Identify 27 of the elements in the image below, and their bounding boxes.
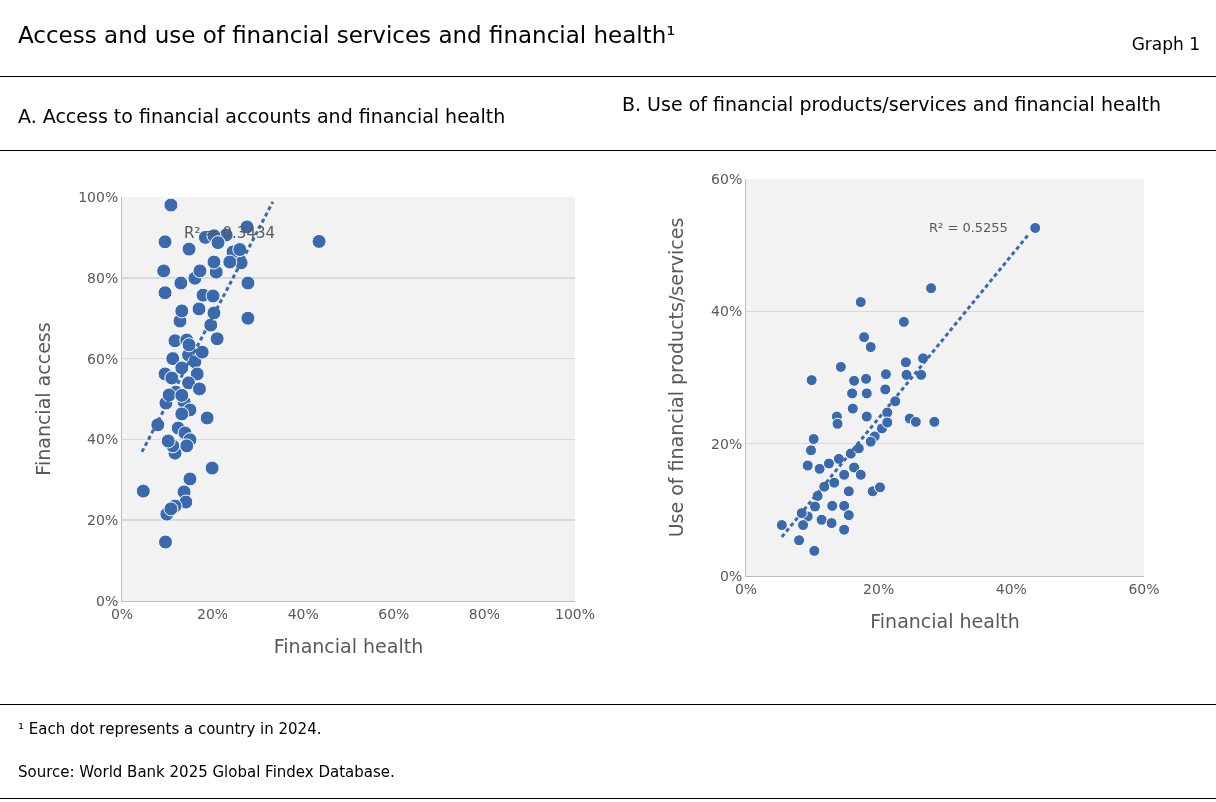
x-tick-label: 80% bbox=[468, 605, 500, 622]
x-axis-title: Financial health bbox=[870, 609, 1020, 632]
chart-subtitle: B. Use of financial products/services and financial health bbox=[622, 92, 1163, 116]
x-tick-label: 40% bbox=[995, 580, 1027, 597]
x-axis-title: Financial health bbox=[273, 634, 424, 657]
x-tick-label: 20% bbox=[197, 605, 229, 622]
y-tick-label: 40% bbox=[711, 303, 743, 320]
chart-title: Access and use of financial services and financial health¹ bbox=[18, 22, 676, 48]
y-axis-title: Financial access bbox=[32, 322, 55, 476]
x-tick-label: 60% bbox=[378, 605, 410, 622]
y-tick-label: 100% bbox=[78, 188, 119, 205]
x-tick-label: 40% bbox=[287, 605, 319, 622]
x-tick-label: 20% bbox=[863, 580, 895, 597]
y-tick-label: 40% bbox=[87, 431, 119, 448]
x-tick-label: 60% bbox=[1128, 580, 1160, 597]
chart-subtitle: A. Access to financial accounts and financial health bbox=[18, 104, 506, 128]
y-tick-label: 20% bbox=[87, 512, 119, 529]
x-tick-label: 100% bbox=[554, 605, 596, 622]
y-tick-label: 20% bbox=[711, 435, 743, 452]
y-tick-label: 60% bbox=[87, 350, 119, 367]
caption: Graph 1 bbox=[1131, 34, 1200, 54]
annotation: R² = 0.5255 bbox=[929, 220, 1008, 235]
text: ¹ Each dot represents a country in 2024. bbox=[18, 720, 322, 738]
source-note: Source: World Bank 2025 Global Findex Database. bbox=[18, 763, 395, 781]
y-axis-title: Use of financial products/services bbox=[664, 217, 687, 538]
y-tick-label: 80% bbox=[87, 269, 119, 286]
y-tick-label: 60% bbox=[711, 170, 743, 187]
